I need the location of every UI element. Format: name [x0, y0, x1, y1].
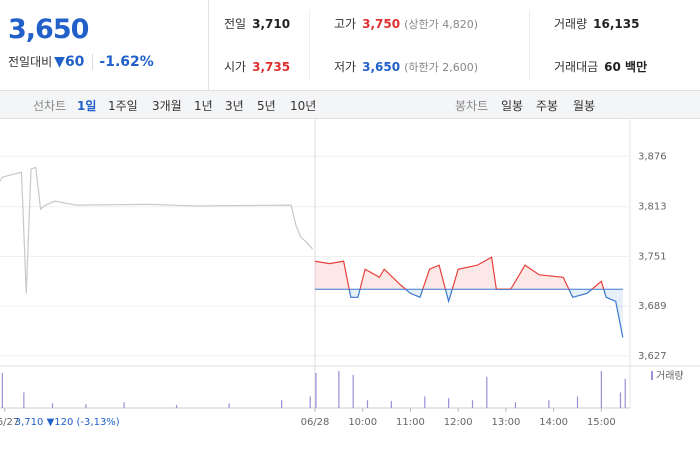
legend-label: 거래량	[656, 370, 684, 382]
price-line-down	[348, 289, 624, 338]
y-tick-label: 3,751	[638, 251, 667, 262]
tab-group-label: 봉차트	[455, 99, 489, 113]
stat-value: 3,650	[362, 60, 401, 74]
y-tick-label: 3,627	[638, 351, 667, 362]
stats-separator	[309, 10, 310, 80]
volume-bar	[366, 400, 369, 408]
tab[interactable]: 1년	[194, 99, 213, 113]
current-price: 3,650	[8, 14, 89, 45]
y-tick-label: 3,876	[638, 151, 667, 162]
volume-bar	[175, 404, 178, 408]
stat: 전일 3,710	[224, 15, 290, 32]
x-tick-label: 10:00	[348, 417, 377, 428]
change-percent: -1.62%	[92, 54, 154, 70]
x-tick-label: 14:00	[539, 417, 568, 428]
x-tick-label: 06/27	[0, 417, 19, 428]
volume-bar	[1, 372, 3, 408]
volume-bar	[471, 400, 474, 408]
tab[interactable]: 10년	[290, 99, 317, 113]
stat-value: 3,735	[252, 60, 291, 74]
tab[interactable]: 주봉	[536, 99, 559, 113]
volume-bar	[514, 402, 517, 408]
volume-bar	[548, 400, 550, 408]
stat-extra: (하한가 2,600)	[404, 61, 478, 74]
stat-label: 고가	[334, 17, 357, 31]
x-tick-label: 15:00	[587, 417, 616, 428]
volume-bar	[51, 403, 54, 408]
tab[interactable]: 월봉	[573, 99, 596, 113]
stats-panel: 전일 3,710 고가 3,750 (상한가 4,820) 거래량 16,135 시가 3,73…	[208, 0, 700, 90]
stat: 거래량 16,135	[554, 15, 639, 32]
x-tick-label: 12:00	[444, 417, 473, 428]
x-tick-label: 11:00	[396, 417, 425, 428]
volume-bar	[352, 374, 354, 408]
volume-bar	[23, 392, 25, 408]
stat: 시가 3,735	[224, 58, 290, 75]
volume-bar	[486, 376, 488, 408]
tab[interactable]: 1일	[77, 99, 97, 113]
stat: 거래대금 60 백만	[554, 58, 647, 75]
volume-bar	[309, 396, 311, 408]
legend-swatch	[651, 371, 653, 380]
y-tick-label: 3,689	[638, 301, 667, 312]
change-amount: ▼60	[54, 54, 85, 70]
period-tabs: 선차트 1일 1주일 3개월 1년 3년 5년 10년 봉차트 일봉 주봉 월봉	[0, 90, 700, 119]
volume-bar	[576, 396, 579, 408]
price-area-up	[315, 257, 623, 290]
volume-bar	[448, 398, 450, 408]
stat-label: 저가	[334, 60, 357, 74]
volume-bar	[619, 392, 622, 408]
volume-bar	[85, 404, 87, 408]
change-row: 전일대비 ▼60 -1.62%	[8, 53, 154, 70]
stat-value: 16,135	[593, 17, 640, 31]
stat: 고가 3,750 (상한가 4,820)	[334, 15, 478, 32]
volume-bar	[338, 370, 340, 408]
stat-extra: (상한가 4,820)	[404, 18, 478, 31]
volume-bar	[424, 396, 426, 408]
x-tick-label: 06/28	[301, 417, 330, 428]
stat-value: 3,750	[362, 17, 401, 31]
stat-value: 60 백만	[604, 60, 648, 74]
volume-bar	[228, 403, 230, 408]
tab[interactable]: 3개월	[152, 99, 182, 113]
volume-bar	[600, 370, 602, 408]
tab[interactable]: 일봉	[501, 99, 524, 113]
tab-group-label: 선차트	[33, 99, 67, 113]
stat: 저가 3,650 (하한가 2,600)	[334, 58, 478, 75]
stat-label: 전일	[224, 17, 247, 31]
price-line-up	[314, 256, 605, 290]
change-label: 전일대비	[8, 55, 53, 69]
stat-label: 시가	[224, 60, 247, 74]
stats-separator	[529, 10, 530, 80]
annotation: 3,710 ▼120 (-3,13%)	[15, 417, 120, 428]
price-line	[0, 166, 314, 294]
volume-bar	[280, 400, 283, 408]
y-tick-label: 3,813	[638, 202, 667, 213]
volume-bar	[390, 400, 392, 408]
tab[interactable]: 3년	[225, 99, 244, 113]
tab[interactable]: 1주일	[108, 99, 138, 113]
stat-value: 3,710	[252, 17, 291, 31]
tab[interactable]: 5년	[257, 99, 276, 113]
chart: 3,876 3,813 3,751 3,689 3,627 06/27 06/28 10:00…	[0, 118, 700, 428]
stat-label: 거래대금	[554, 60, 599, 74]
volume-bar	[123, 402, 125, 408]
volume-bar	[315, 372, 317, 408]
stat-label: 거래량	[554, 17, 588, 31]
volume-bar	[624, 378, 626, 408]
x-tick-label: 13:00	[491, 417, 520, 428]
